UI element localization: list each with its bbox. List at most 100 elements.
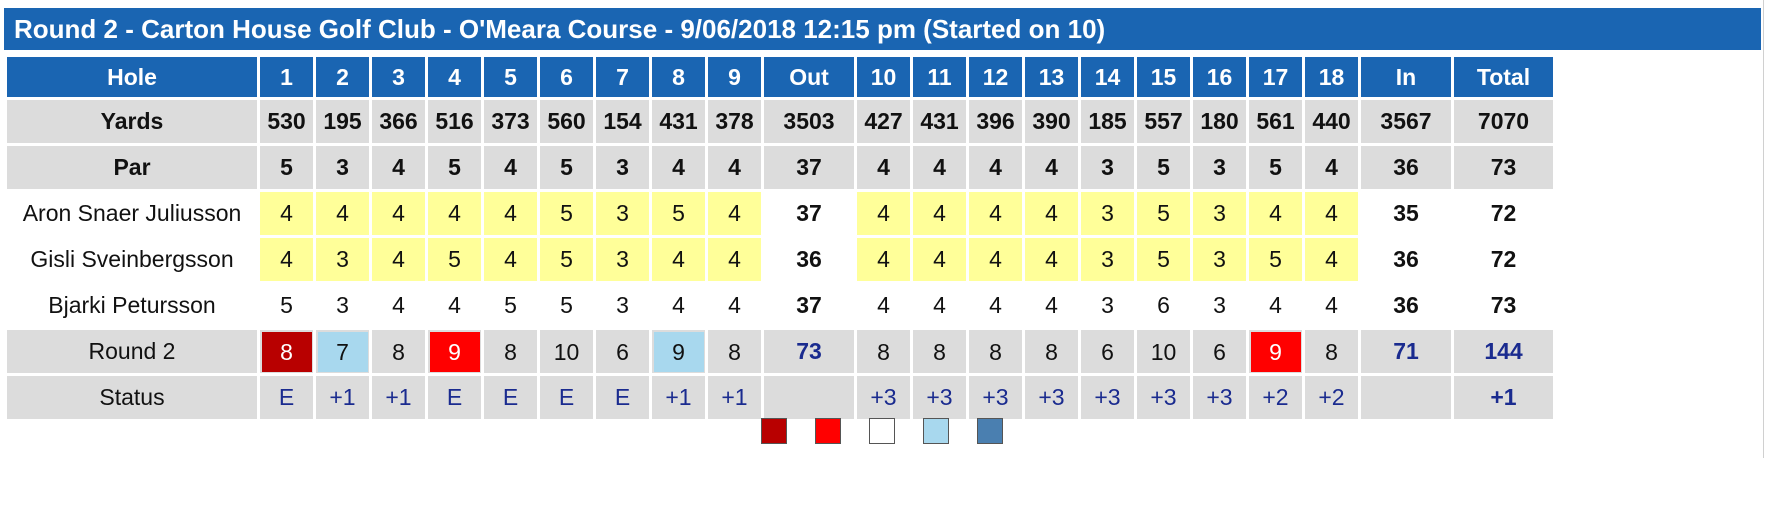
player-score: 4 xyxy=(1249,192,1302,235)
player-score: 4 xyxy=(1025,238,1078,281)
round-score: 8 xyxy=(1325,338,1338,365)
round-score-cell: 9 xyxy=(1249,330,1302,373)
yards-value: 530 xyxy=(260,100,313,143)
round-score: 9 xyxy=(429,331,480,372)
hole-number: 9 xyxy=(708,57,761,97)
player-total: 73 xyxy=(1454,284,1553,327)
par-value: 5 xyxy=(260,146,313,189)
player-score: 4 xyxy=(372,284,425,327)
yards-row: Yards 530 195 366 516 373 560 154 431 378 3503 427 4… xyxy=(7,100,1553,143)
status-value: +3 xyxy=(913,376,966,419)
player-score: 4 xyxy=(1305,238,1358,281)
status-value: +2 xyxy=(1249,376,1302,419)
player-score: 4 xyxy=(1249,284,1302,327)
status-value: +3 xyxy=(857,376,910,419)
player-score: 4 xyxy=(969,284,1022,327)
player-score: 3 xyxy=(316,238,369,281)
yards-value: 440 xyxy=(1305,100,1358,143)
player-total: 72 xyxy=(1454,192,1553,235)
round-score-cell: 8 xyxy=(708,330,761,373)
score-legend xyxy=(0,418,1763,450)
yards-value: 378 xyxy=(708,100,761,143)
round-score-cell: 6 xyxy=(1081,330,1134,373)
par-value: 4 xyxy=(1305,146,1358,189)
round-score: 6 xyxy=(1101,338,1114,365)
hole-number: 16 xyxy=(1193,57,1246,97)
player-score: 4 xyxy=(316,192,369,235)
total-header: Total xyxy=(1454,57,1553,97)
round-label: Round 2 xyxy=(7,330,257,373)
round-in: 71 xyxy=(1361,330,1451,373)
player-score: 4 xyxy=(969,238,1022,281)
player-score: 4 xyxy=(857,284,910,327)
player-score: 3 xyxy=(1193,238,1246,281)
player-score: 5 xyxy=(1137,192,1190,235)
yards-value: 560 xyxy=(540,100,593,143)
status-value: +1 xyxy=(708,376,761,419)
par-out: 37 xyxy=(764,146,854,189)
par-value: 4 xyxy=(913,146,966,189)
status-value: +3 xyxy=(1193,376,1246,419)
round-score: 8 xyxy=(504,338,517,365)
par-total: 73 xyxy=(1454,146,1553,189)
player-score: 4 xyxy=(260,238,313,281)
hole-number: 17 xyxy=(1249,57,1302,97)
round-out: 73 xyxy=(764,330,854,373)
player-score: 4 xyxy=(1025,192,1078,235)
round-score-cell: 8 xyxy=(484,330,537,373)
hole-number: 10 xyxy=(857,57,910,97)
round-score-cell: 7 xyxy=(316,330,369,373)
status-value: E xyxy=(428,376,481,419)
hole-number: 6 xyxy=(540,57,593,97)
par-value: 3 xyxy=(1193,146,1246,189)
player-score: 3 xyxy=(1081,238,1134,281)
status-value: +3 xyxy=(1137,376,1190,419)
round-score-cell: 8 xyxy=(1305,330,1358,373)
yards-value: 561 xyxy=(1249,100,1302,143)
hole-number: 14 xyxy=(1081,57,1134,97)
round-score-cell: 9 xyxy=(652,330,705,373)
round-score-cell: 8 xyxy=(913,330,966,373)
legend-swatch-double-bogey xyxy=(760,418,787,444)
player-score: 3 xyxy=(596,192,649,235)
status-value: E xyxy=(540,376,593,419)
player-score: 4 xyxy=(484,238,537,281)
round-score: 9 xyxy=(653,331,704,372)
legend-swatch-eagle xyxy=(976,418,1003,444)
hole-number: 18 xyxy=(1305,57,1358,97)
legend-swatch-birdie xyxy=(922,418,949,444)
player-score: 4 xyxy=(708,238,761,281)
round-score-cell: 8 xyxy=(372,330,425,373)
player-score: 3 xyxy=(1081,284,1134,327)
par-value: 4 xyxy=(708,146,761,189)
par-value: 5 xyxy=(1137,146,1190,189)
yards-value: 390 xyxy=(1025,100,1078,143)
round-score: 8 xyxy=(877,338,890,365)
player-score: 4 xyxy=(857,192,910,235)
status-value: E xyxy=(260,376,313,419)
scorecard-panel: Round 2 - Carton House Golf Club - O'Mea… xyxy=(0,0,1764,458)
yards-out: 3503 xyxy=(764,100,854,143)
round-score: 10 xyxy=(553,338,580,365)
player-in: 36 xyxy=(1361,238,1451,281)
par-value: 4 xyxy=(1025,146,1078,189)
player-row: Gisli Sveinbergsson 4 3 4 5 4 5 3 4 4 36 4 4 4 4 3 5 3 5 4 3… xyxy=(7,238,1553,281)
player-score: 4 xyxy=(428,192,481,235)
player-out: 36 xyxy=(764,238,854,281)
yards-value: 154 xyxy=(596,100,649,143)
player-score: 4 xyxy=(913,284,966,327)
yards-value: 557 xyxy=(1137,100,1190,143)
round-score: 8 xyxy=(1045,338,1058,365)
player-score: 4 xyxy=(969,192,1022,235)
player-score: 4 xyxy=(372,238,425,281)
hole-number: 8 xyxy=(652,57,705,97)
player-score: 4 xyxy=(1305,192,1358,235)
round-score-cell: 8 xyxy=(260,330,313,373)
player-score: 3 xyxy=(316,284,369,327)
player-score: 4 xyxy=(652,284,705,327)
par-value: 5 xyxy=(1249,146,1302,189)
player-score: 4 xyxy=(708,284,761,327)
yards-value: 366 xyxy=(372,100,425,143)
round-title: Round 2 - Carton House Golf Club - O'Mea… xyxy=(4,8,1761,50)
round-score: 10 xyxy=(1150,338,1177,365)
